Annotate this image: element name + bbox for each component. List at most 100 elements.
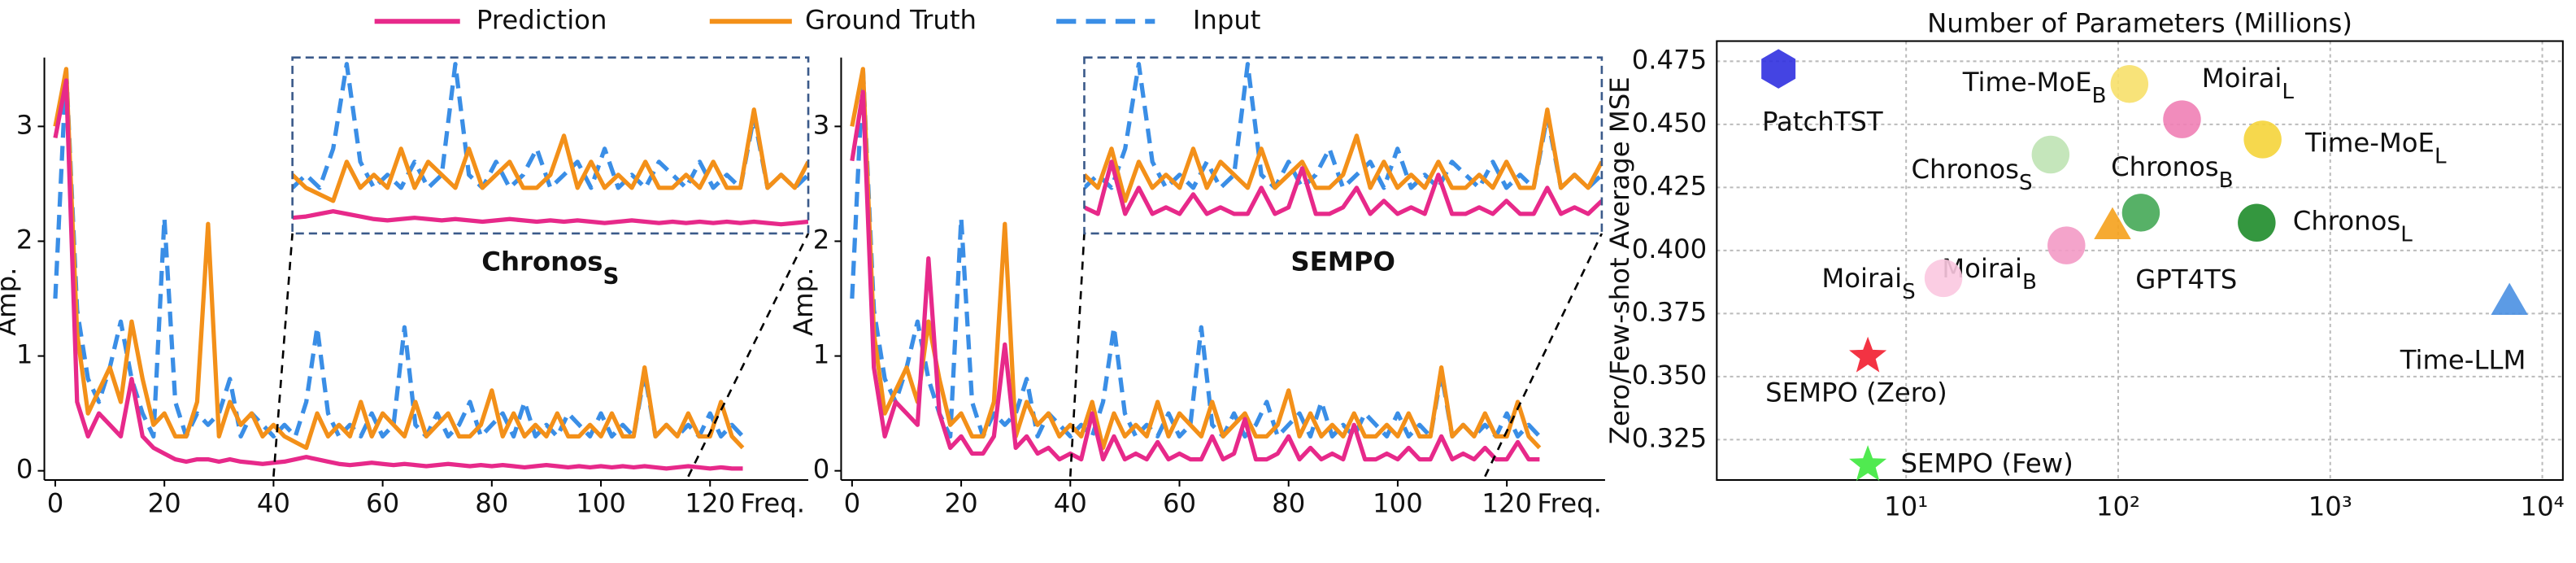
inset-connector (1068, 233, 1086, 477)
x-tick-label: 40 (257, 487, 290, 518)
inset-background (292, 57, 809, 233)
y-tick-label: 0 (16, 454, 33, 485)
point-label-main: SEMPO (Zero) (1765, 378, 1947, 408)
point-label-main: GPT4TS (2135, 264, 2237, 295)
series-line (850, 67, 1542, 451)
inset-label-main: SEMPO (1290, 246, 1395, 277)
point-label-sub: B (2022, 269, 2037, 294)
x-tick-label: 120 (685, 487, 735, 518)
point (2121, 194, 2160, 232)
legend-label: Prediction (476, 4, 607, 35)
point-label: PatchTST (1762, 106, 1883, 137)
y-tick-label: 0.475 (1632, 44, 1708, 75)
point (1924, 259, 1963, 298)
point-label-sub: L (2400, 222, 2413, 247)
x-axis-label: Freq. (1537, 487, 1601, 518)
y-axis-label: Amp. (0, 268, 22, 336)
y-tick-label: 1 (813, 339, 830, 370)
series-line (53, 67, 745, 439)
y-tick-label: 0.450 (1632, 107, 1708, 138)
point-label-sub: B (2092, 84, 2107, 108)
point (2163, 100, 2201, 138)
point (1761, 49, 1796, 89)
x-tick-label: 60 (1163, 487, 1196, 518)
point-label: SEMPO (Zero) (1765, 378, 1947, 408)
x-tick-label: 10¹ (1884, 491, 1928, 522)
point-label-main: Chronos (2111, 151, 2218, 182)
x-tick-label: 0 (47, 487, 64, 518)
inset-series-line (292, 209, 809, 227)
point-label: GPT4TS (2135, 264, 2237, 295)
y-axis-label: Amp. (788, 268, 819, 336)
x-tick-label: 100 (576, 487, 626, 518)
inset-series-line (1084, 107, 1602, 203)
x-tick-label: 10³ (2308, 491, 2352, 522)
point-label-sub: S (2019, 171, 2033, 195)
plot-frame (1716, 40, 2564, 481)
inset-label: SEMPO (1290, 246, 1395, 277)
inset (292, 62, 809, 227)
point-label: MoiraiS (1821, 263, 1915, 304)
y-axis-label: Zero/Few-shot Average MSE (1604, 76, 1635, 444)
y-tick-label: 2 (16, 224, 33, 255)
y-tick-label: 3 (813, 109, 830, 140)
x-axis-label: Freq. (741, 487, 805, 518)
inset-label-sub: S (603, 262, 620, 289)
x-tick-label: 40 (1054, 487, 1087, 518)
point-label-sub: L (2435, 144, 2447, 168)
point (1849, 445, 1887, 481)
x-tick-label: 80 (475, 487, 508, 518)
chart-title: Number of Parameters (Millions) (1927, 7, 2352, 38)
point (1849, 336, 1887, 373)
point-label-main: PatchTST (1762, 106, 1883, 137)
x-tick-label: 10⁴ (2521, 491, 2565, 522)
point-label-sub: S (1902, 279, 1916, 303)
point-label: MoiraiL (2202, 63, 2295, 104)
x-tick-label: 10² (2096, 491, 2140, 522)
inset-frame (1083, 56, 1603, 235)
point-label: ChronosS (1912, 154, 2033, 195)
series-line (53, 67, 745, 451)
y-tick-label: 1 (16, 339, 33, 370)
x-tick-label: 120 (1482, 487, 1532, 518)
legend-label: Input (1193, 4, 1261, 35)
point-label: Time-MoEL (2304, 127, 2447, 168)
inset-frame (291, 56, 810, 235)
x-tick-label: 0 (844, 487, 861, 518)
legend-label: Ground Truth (805, 4, 977, 35)
point (2238, 203, 2276, 242)
inset (1084, 62, 1602, 216)
y-tick-label: 0.350 (1632, 360, 1708, 391)
y-tick-label: 0.375 (1632, 296, 1708, 327)
point-label-main: Time-MoE (2304, 127, 2435, 158)
inset-series-line (1084, 159, 1602, 216)
series-line (850, 89, 1540, 462)
point-label-sub: L (2282, 80, 2294, 104)
point-label: SEMPO (Few) (1901, 447, 2073, 478)
point-label: ChronosB (2111, 151, 2233, 193)
series-line (53, 78, 743, 471)
point (2047, 226, 2086, 264)
y-tick-label: 3 (16, 109, 33, 140)
y-tick-label: 2 (813, 224, 830, 255)
x-tick-label: 20 (945, 487, 978, 518)
point-label-main: Time-LLM (2400, 345, 2526, 376)
inset-connector (687, 233, 810, 478)
point-label: Time-LLM (2400, 345, 2526, 376)
point-label-main: Moirai (2202, 63, 2282, 94)
point-label-main: Chronos (1912, 154, 2019, 185)
point-label-sub: B (2219, 168, 2234, 192)
inset-series-line (1084, 62, 1602, 190)
point-label-main: SEMPO (Few) (1901, 447, 2073, 478)
x-tick-label: 60 (366, 487, 399, 518)
point (2031, 135, 2070, 174)
y-tick-label: 0.400 (1632, 233, 1708, 264)
y-tick-label: 0.325 (1632, 422, 1708, 453)
point (2491, 282, 2528, 316)
x-tick-label: 80 (1272, 487, 1305, 518)
x-tick-label: 100 (1373, 487, 1423, 518)
y-tick-label: 0 (813, 454, 830, 485)
inset-label: ChronosS (481, 246, 619, 289)
